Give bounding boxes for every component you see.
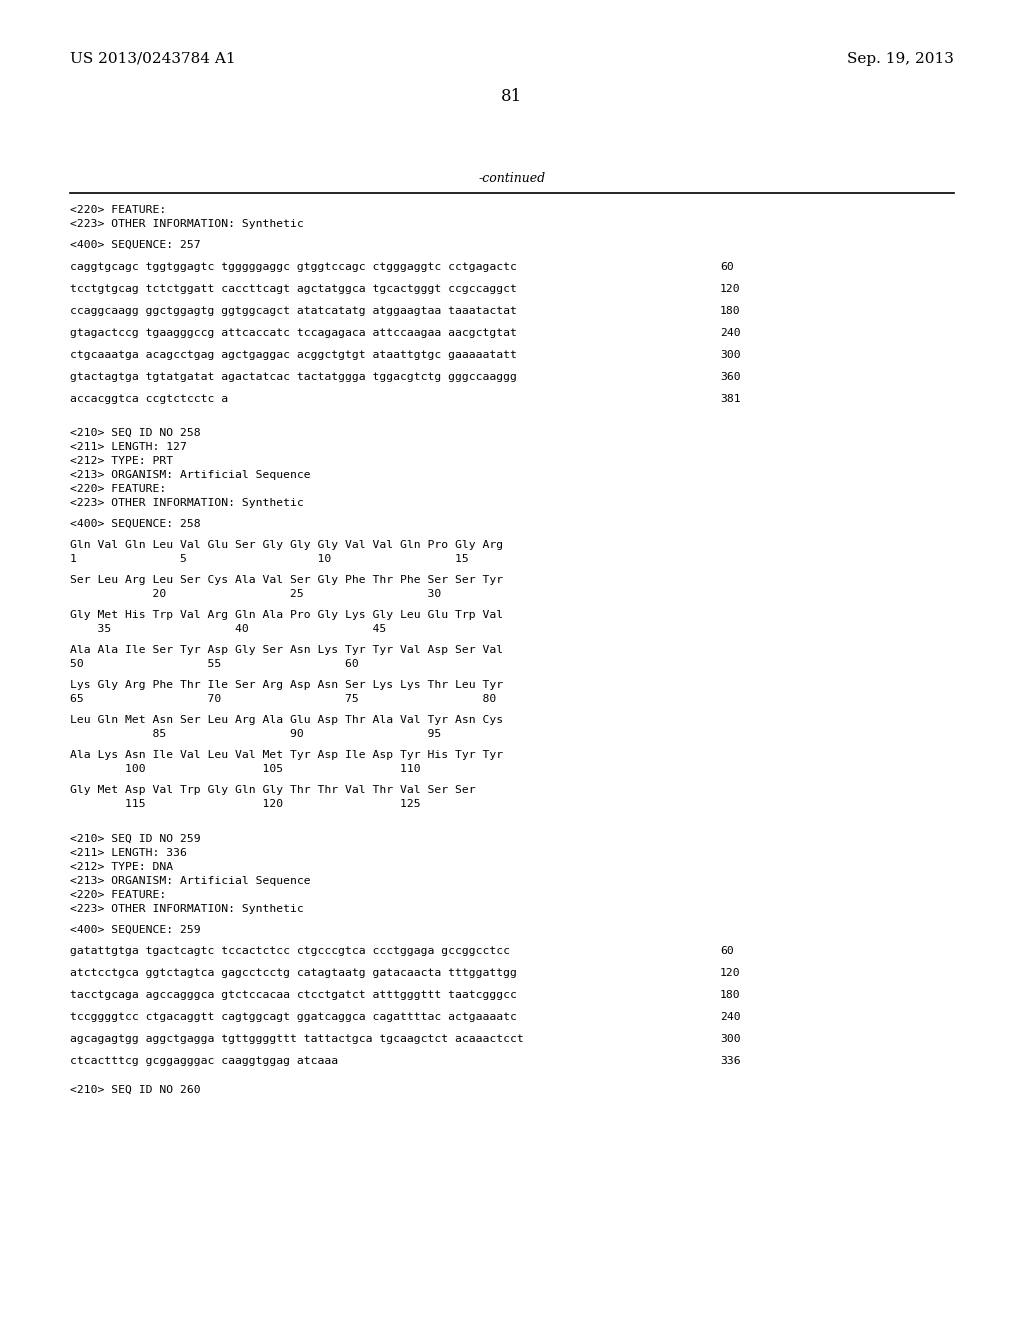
Text: ccaggcaagg ggctggagtg ggtggcagct atatcatatg atggaagtaa taaatactat: ccaggcaagg ggctggagtg ggtggcagct atatcat… <box>70 306 517 315</box>
Text: <212> TYPE: PRT: <212> TYPE: PRT <box>70 455 173 466</box>
Text: tacctgcaga agccagggca gtctccacaa ctcctgatct atttgggttt taatcgggcc: tacctgcaga agccagggca gtctccacaa ctcctga… <box>70 990 517 1001</box>
Text: <211> LENGTH: 127: <211> LENGTH: 127 <box>70 442 186 451</box>
Text: tccggggtcc ctgacaggtt cagtggcagt ggatcaggca cagattttac actgaaaatc: tccggggtcc ctgacaggtt cagtggcagt ggatcag… <box>70 1012 517 1022</box>
Text: 1               5                   10                  15: 1 5 10 15 <box>70 554 469 564</box>
Text: caggtgcagc tggtggagtc tgggggaggc gtggtccagc ctgggaggtc cctgagactc: caggtgcagc tggtggagtc tgggggaggc gtggtcc… <box>70 261 517 272</box>
Text: 336: 336 <box>720 1056 740 1067</box>
Text: Leu Gln Met Asn Ser Leu Arg Ala Glu Asp Thr Ala Val Tyr Asn Cys: Leu Gln Met Asn Ser Leu Arg Ala Glu Asp … <box>70 715 503 725</box>
Text: 180: 180 <box>720 990 740 1001</box>
Text: Gly Met Asp Val Trp Gly Gln Gly Thr Thr Val Thr Val Ser Ser: Gly Met Asp Val Trp Gly Gln Gly Thr Thr … <box>70 785 475 795</box>
Text: 35                  40                  45: 35 40 45 <box>70 624 386 634</box>
Text: 240: 240 <box>720 327 740 338</box>
Text: agcagagtgg aggctgagga tgttggggttt tattactgca tgcaagctct acaaactcct: agcagagtgg aggctgagga tgttggggttt tattac… <box>70 1034 523 1044</box>
Text: 300: 300 <box>720 350 740 360</box>
Text: 20                  25                  30: 20 25 30 <box>70 589 441 599</box>
Text: accacggtca ccgtctcctc a: accacggtca ccgtctcctc a <box>70 393 228 404</box>
Text: 81: 81 <box>502 88 522 106</box>
Text: gtagactccg tgaagggccg attcaccatc tccagagaca attccaagaa aacgctgtat: gtagactccg tgaagggccg attcaccatc tccagag… <box>70 327 517 338</box>
Text: <223> OTHER INFORMATION: Synthetic: <223> OTHER INFORMATION: Synthetic <box>70 904 304 913</box>
Text: ctcactttcg gcggagggac caaggtggag atcaaa: ctcactttcg gcggagggac caaggtggag atcaaa <box>70 1056 338 1067</box>
Text: <210> SEQ ID NO 260: <210> SEQ ID NO 260 <box>70 1085 201 1096</box>
Text: 120: 120 <box>720 968 740 978</box>
Text: <213> ORGANISM: Artificial Sequence: <213> ORGANISM: Artificial Sequence <box>70 470 310 480</box>
Text: 85                  90                  95: 85 90 95 <box>70 729 441 739</box>
Text: <220> FEATURE:: <220> FEATURE: <box>70 205 166 215</box>
Text: <211> LENGTH: 336: <211> LENGTH: 336 <box>70 847 186 858</box>
Text: 115                 120                 125: 115 120 125 <box>70 799 421 809</box>
Text: <220> FEATURE:: <220> FEATURE: <box>70 484 166 494</box>
Text: <223> OTHER INFORMATION: Synthetic: <223> OTHER INFORMATION: Synthetic <box>70 219 304 228</box>
Text: 300: 300 <box>720 1034 740 1044</box>
Text: -continued: -continued <box>478 172 546 185</box>
Text: Sep. 19, 2013: Sep. 19, 2013 <box>847 51 954 66</box>
Text: <213> ORGANISM: Artificial Sequence: <213> ORGANISM: Artificial Sequence <box>70 876 310 886</box>
Text: ctgcaaatga acagcctgag agctgaggac acggctgtgt ataattgtgc gaaaaatatt: ctgcaaatga acagcctgag agctgaggac acggctg… <box>70 350 517 360</box>
Text: Ala Lys Asn Ile Val Leu Val Met Tyr Asp Ile Asp Tyr His Tyr Tyr: Ala Lys Asn Ile Val Leu Val Met Tyr Asp … <box>70 750 503 760</box>
Text: tcctgtgcag tctctggatt caccttcagt agctatggca tgcactgggt ccgccaggct: tcctgtgcag tctctggatt caccttcagt agctatg… <box>70 284 517 294</box>
Text: 50                  55                  60: 50 55 60 <box>70 659 358 669</box>
Text: 100                 105                 110: 100 105 110 <box>70 764 421 774</box>
Text: atctcctgca ggtctagtca gagcctcctg catagtaatg gatacaacta tttggattgg: atctcctgca ggtctagtca gagcctcctg catagta… <box>70 968 517 978</box>
Text: <220> FEATURE:: <220> FEATURE: <box>70 890 166 900</box>
Text: <210> SEQ ID NO 258: <210> SEQ ID NO 258 <box>70 428 201 438</box>
Text: 180: 180 <box>720 306 740 315</box>
Text: <210> SEQ ID NO 259: <210> SEQ ID NO 259 <box>70 834 201 843</box>
Text: <212> TYPE: DNA: <212> TYPE: DNA <box>70 862 173 873</box>
Text: <400> SEQUENCE: 257: <400> SEQUENCE: 257 <box>70 240 201 249</box>
Text: <400> SEQUENCE: 258: <400> SEQUENCE: 258 <box>70 519 201 529</box>
Text: gatattgtga tgactcagtc tccactctcc ctgcccgtca ccctggaga gccggcctcc: gatattgtga tgactcagtc tccactctcc ctgcccg… <box>70 946 510 956</box>
Text: Gln Val Gln Leu Val Glu Ser Gly Gly Gly Val Val Gln Pro Gly Arg: Gln Val Gln Leu Val Glu Ser Gly Gly Gly … <box>70 540 503 550</box>
Text: 60: 60 <box>720 261 734 272</box>
Text: 360: 360 <box>720 372 740 381</box>
Text: US 2013/0243784 A1: US 2013/0243784 A1 <box>70 51 236 66</box>
Text: 381: 381 <box>720 393 740 404</box>
Text: <400> SEQUENCE: 259: <400> SEQUENCE: 259 <box>70 925 201 935</box>
Text: 240: 240 <box>720 1012 740 1022</box>
Text: <223> OTHER INFORMATION: Synthetic: <223> OTHER INFORMATION: Synthetic <box>70 498 304 508</box>
Text: 60: 60 <box>720 946 734 956</box>
Text: Gly Met His Trp Val Arg Gln Ala Pro Gly Lys Gly Leu Glu Trp Val: Gly Met His Trp Val Arg Gln Ala Pro Gly … <box>70 610 503 620</box>
Text: 65                  70                  75                  80: 65 70 75 80 <box>70 694 497 704</box>
Text: Lys Gly Arg Phe Thr Ile Ser Arg Asp Asn Ser Lys Lys Thr Leu Tyr: Lys Gly Arg Phe Thr Ile Ser Arg Asp Asn … <box>70 680 503 690</box>
Text: 120: 120 <box>720 284 740 294</box>
Text: gtactagtga tgtatgatat agactatcac tactatggga tggacgtctg gggccaaggg: gtactagtga tgtatgatat agactatcac tactatg… <box>70 372 517 381</box>
Text: Ala Ala Ile Ser Tyr Asp Gly Ser Asn Lys Tyr Tyr Val Asp Ser Val: Ala Ala Ile Ser Tyr Asp Gly Ser Asn Lys … <box>70 645 503 655</box>
Text: Ser Leu Arg Leu Ser Cys Ala Val Ser Gly Phe Thr Phe Ser Ser Tyr: Ser Leu Arg Leu Ser Cys Ala Val Ser Gly … <box>70 576 503 585</box>
